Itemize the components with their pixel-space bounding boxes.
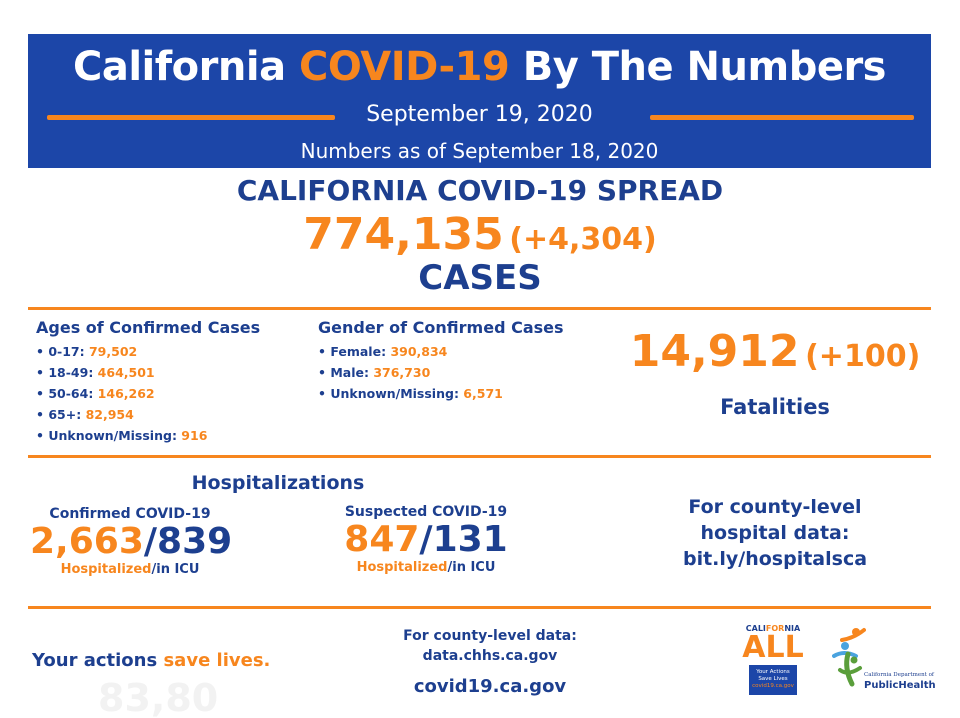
spread-heading: CALIFORNIA COVID-19 SPREAD <box>236 174 724 207</box>
suspected-title: Suspected COVID-19 <box>344 504 508 520</box>
header-divider-right <box>650 115 914 120</box>
gender-section: Gender of Confirmed Cases • Female: 390,… <box>318 318 564 404</box>
cases-label: CASES <box>418 258 542 298</box>
cases-count: 774,135 (+4,304) <box>0 209 960 260</box>
section-divider-3 <box>28 606 931 609</box>
cdph-public-health-label: PublicHealth <box>864 680 936 691</box>
gender-title: Gender of Confirmed Cases <box>318 318 564 337</box>
fatalities-label: Fatalities <box>720 395 830 419</box>
county-data-info: For county-level data: data.chhs.ca.gov <box>380 626 600 666</box>
ages-section: Ages of Confirmed Cases • 0-17: 79,502 •… <box>36 318 260 446</box>
fatalities-delta: (+100) <box>805 339 921 374</box>
california-all-logo: CALIFORNIA ALL Your Actions Save Lives c… <box>742 624 804 700</box>
all-wordmark: ALL <box>742 630 804 665</box>
tagline: Your actions save lives. <box>32 650 271 671</box>
list-item: • Unknown/Missing: 6,571 <box>318 386 503 401</box>
faded-background-number: 83,80 <box>98 676 219 718</box>
county-hospital-line2: hospital data: <box>700 522 850 544</box>
list-item: • 18-49: 464,501 <box>36 365 155 380</box>
your-actions-badge: Your Actions Save Lives covid19.ca.gov <box>749 665 797 695</box>
list-item: • 50-64: 146,262 <box>36 386 155 401</box>
confirmed-footnote: Hospitalized/in ICU <box>60 562 200 577</box>
california-wordmark: CALIFORNIA <box>745 624 801 633</box>
title-part-covid: COVID-19 <box>298 44 510 90</box>
cdph-department-label: California Department of <box>864 672 934 678</box>
ages-title: Ages of Confirmed Cases <box>36 318 261 337</box>
list-item: • Unknown/Missing: 916 <box>36 428 208 443</box>
suspected-hospital-stats: Suspected COVID-19 847/131 Hospitalized/… <box>326 504 526 575</box>
cases-delta: (+4,304) <box>509 222 657 257</box>
cdph-logo: California Department of PublicHealth <box>832 626 936 698</box>
title-part-california: California <box>73 44 299 90</box>
county-hospital-data: For county-level hospital data: bit.ly/h… <box>640 494 910 572</box>
title-part-by-the-numbers: By The Numbers <box>509 44 887 90</box>
county-data-label: For county-level data: <box>403 628 577 644</box>
list-item: • Male: 376,730 <box>318 365 431 380</box>
header-banner: California COVID-19 By The Numbers Septe… <box>28 34 931 168</box>
section-divider-2 <box>28 455 931 458</box>
confirmed-hospital-stats: Confirmed COVID-19 2,663/839 Hospitalize… <box>30 506 233 577</box>
section-divider-1 <box>28 307 931 310</box>
suspected-footnote: Hospitalized/in ICU <box>356 560 496 575</box>
list-item: • 0-17: 79,502 <box>36 344 138 359</box>
confirmed-title: Confirmed COVID-19 <box>49 506 211 522</box>
data-as-of-date: Numbers as of September 18, 2020 <box>300 139 659 163</box>
fatalities-count: 14,912 (+100) <box>620 326 930 377</box>
list-item: • Female: 390,834 <box>318 344 448 359</box>
header-divider-left <box>47 115 335 120</box>
report-date: September 19, 2020 <box>366 102 593 127</box>
county-data-link[interactable]: data.chhs.ca.gov <box>422 648 558 664</box>
cases-total: 774,135 <box>303 209 504 260</box>
hospitalizations-heading: Hospitalizations <box>191 472 365 494</box>
website-link[interactable]: covid19.ca.gov <box>413 676 567 697</box>
fatalities-total: 14,912 <box>629 326 800 377</box>
confirmed-counts: 2,663/839 <box>30 521 233 562</box>
county-hospital-line1: For county-level <box>688 496 862 518</box>
county-hospital-link[interactable]: bit.ly/hospitalsca <box>682 548 868 570</box>
page-title: California COVID-19 By The Numbers <box>28 44 931 90</box>
suspected-counts: 847/131 <box>344 519 508 560</box>
cdph-figures-icon <box>832 628 866 687</box>
list-item: • 65+: 82,954 <box>36 407 134 422</box>
